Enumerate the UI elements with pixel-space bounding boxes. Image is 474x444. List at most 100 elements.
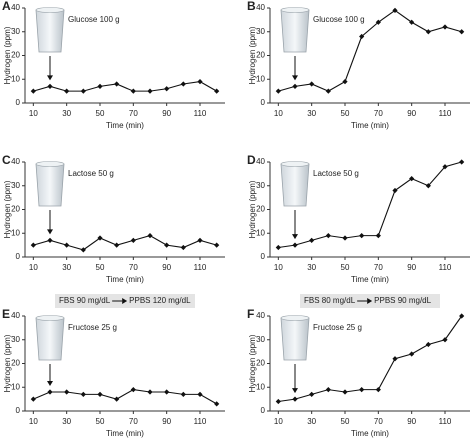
data-point: [147, 233, 153, 239]
x-tick-label: 50: [96, 263, 105, 272]
arrow-head: [292, 234, 298, 240]
panel: E 0 10 20 30 40 10 30 50 70 90 110 Time (min) Hydroge…: [2, 294, 225, 438]
x-tick-label: 70: [129, 417, 138, 426]
data-point: [164, 242, 170, 248]
data-line: [278, 315, 463, 403]
x-tick-label: 30: [62, 109, 71, 118]
y-tick-label: 30: [256, 27, 265, 36]
glass-rim: [280, 161, 310, 167]
x-tick-label: 110: [439, 417, 452, 426]
arrow-head: [292, 388, 298, 394]
data-point: [214, 242, 220, 248]
data-point: [342, 389, 348, 395]
x-tick-label: 90: [407, 109, 416, 118]
x-tick-label: 110: [194, 417, 207, 426]
data-point: [130, 88, 136, 94]
data-point: [64, 242, 70, 248]
panel-letter: B: [247, 0, 256, 13]
data-point: [309, 81, 315, 87]
panel-letter: C: [2, 153, 11, 167]
x-tick-label: 30: [307, 263, 316, 272]
glass-rim: [35, 315, 65, 321]
glass-rim: [280, 7, 310, 13]
data-point: [114, 396, 120, 402]
data-point: [409, 351, 415, 357]
x-tick-label: 90: [162, 417, 171, 426]
y-tick-label: 0: [261, 406, 266, 415]
y-tick-label: 20: [11, 359, 20, 368]
glass-rim: [35, 161, 65, 167]
data-point: [359, 33, 365, 40]
data-point: [409, 176, 415, 182]
panel: F 0 10 20 30 40 10 30 50 70 90 110 Time (min) Hydroge…: [247, 294, 470, 438]
data-point: [197, 237, 203, 243]
panel: B 0 10 20 30 40 10 30 50 70 90 110 Time (min) Hydroge…: [247, 0, 470, 130]
x-axis-label: Time (min): [351, 429, 389, 438]
y-tick-label: 20: [256, 359, 265, 368]
x-tick-label: 30: [62, 417, 71, 426]
x-tick-label: 110: [194, 263, 207, 272]
x-tick-label: 70: [374, 109, 383, 118]
data-line: [33, 81, 217, 92]
y-tick-label: 0: [16, 252, 21, 261]
data-point: [325, 387, 331, 393]
x-axis-label: Time (min): [351, 275, 389, 284]
data-point: [164, 86, 170, 92]
data-point: [80, 247, 86, 253]
glass-rim: [35, 7, 65, 13]
data-point: [459, 313, 465, 319]
y-axis-label: Hydrogen (ppm): [3, 334, 12, 392]
x-axis-label: Time (min): [106, 121, 144, 130]
y-tick-label: 10: [256, 228, 265, 237]
data-point: [47, 83, 53, 89]
y-tick-label: 20: [11, 205, 20, 214]
y-tick-label: 40: [256, 157, 265, 166]
data-point: [114, 242, 120, 248]
data-point: [359, 387, 365, 393]
y-tick-label: 10: [11, 228, 20, 237]
x-tick-label: 30: [307, 109, 316, 118]
data-point: [97, 391, 103, 397]
data-point: [375, 233, 381, 239]
data-line: [33, 389, 217, 405]
data-point: [342, 79, 348, 85]
x-axis-label: Time (min): [351, 121, 389, 130]
data-line: [33, 235, 217, 251]
x-tick-label: 10: [274, 417, 283, 426]
y-axis-label: Hydrogen (ppm): [248, 26, 257, 84]
y-axis-label: Hydrogen (ppm): [248, 180, 257, 238]
x-axis-label: Time (min): [106, 429, 144, 438]
data-point: [197, 391, 203, 397]
x-tick-label: 10: [274, 263, 283, 272]
y-axis-label: Hydrogen (ppm): [3, 26, 12, 84]
data-point: [130, 387, 136, 393]
y-tick-label: 40: [11, 157, 20, 166]
data-point: [30, 242, 36, 248]
panel-letter: F: [247, 307, 254, 321]
data-point: [64, 88, 70, 94]
data-point: [442, 24, 448, 30]
x-tick-label: 50: [96, 109, 105, 118]
data-point: [309, 391, 315, 397]
x-tick-label: 110: [439, 263, 452, 272]
data-point: [164, 389, 170, 395]
y-tick-label: 40: [256, 3, 265, 12]
x-tick-label: 50: [341, 417, 350, 426]
annotation: Fructose 25 g: [68, 323, 117, 332]
y-axis-label: Hydrogen (ppm): [3, 180, 12, 238]
data-point: [30, 88, 36, 94]
panel-letter: A: [2, 0, 11, 13]
glass-icon: [280, 163, 310, 207]
y-tick-label: 10: [256, 74, 265, 83]
data-point: [275, 398, 281, 405]
x-tick-label: 90: [407, 263, 416, 272]
data-point: [359, 233, 365, 239]
arrow-head: [292, 75, 298, 81]
data-point: [409, 19, 415, 25]
data-point: [325, 88, 331, 94]
x-tick-label: 90: [162, 263, 171, 272]
data-point: [180, 244, 186, 251]
panel-letter: D: [247, 153, 256, 167]
x-tick-label: 70: [129, 263, 138, 272]
data-point: [97, 83, 103, 89]
